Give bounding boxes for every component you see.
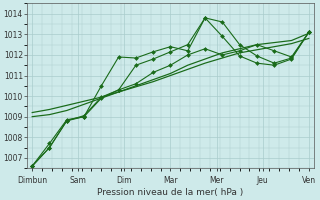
X-axis label: Pression niveau de la mer( hPa ): Pression niveau de la mer( hPa ) [97, 188, 244, 197]
